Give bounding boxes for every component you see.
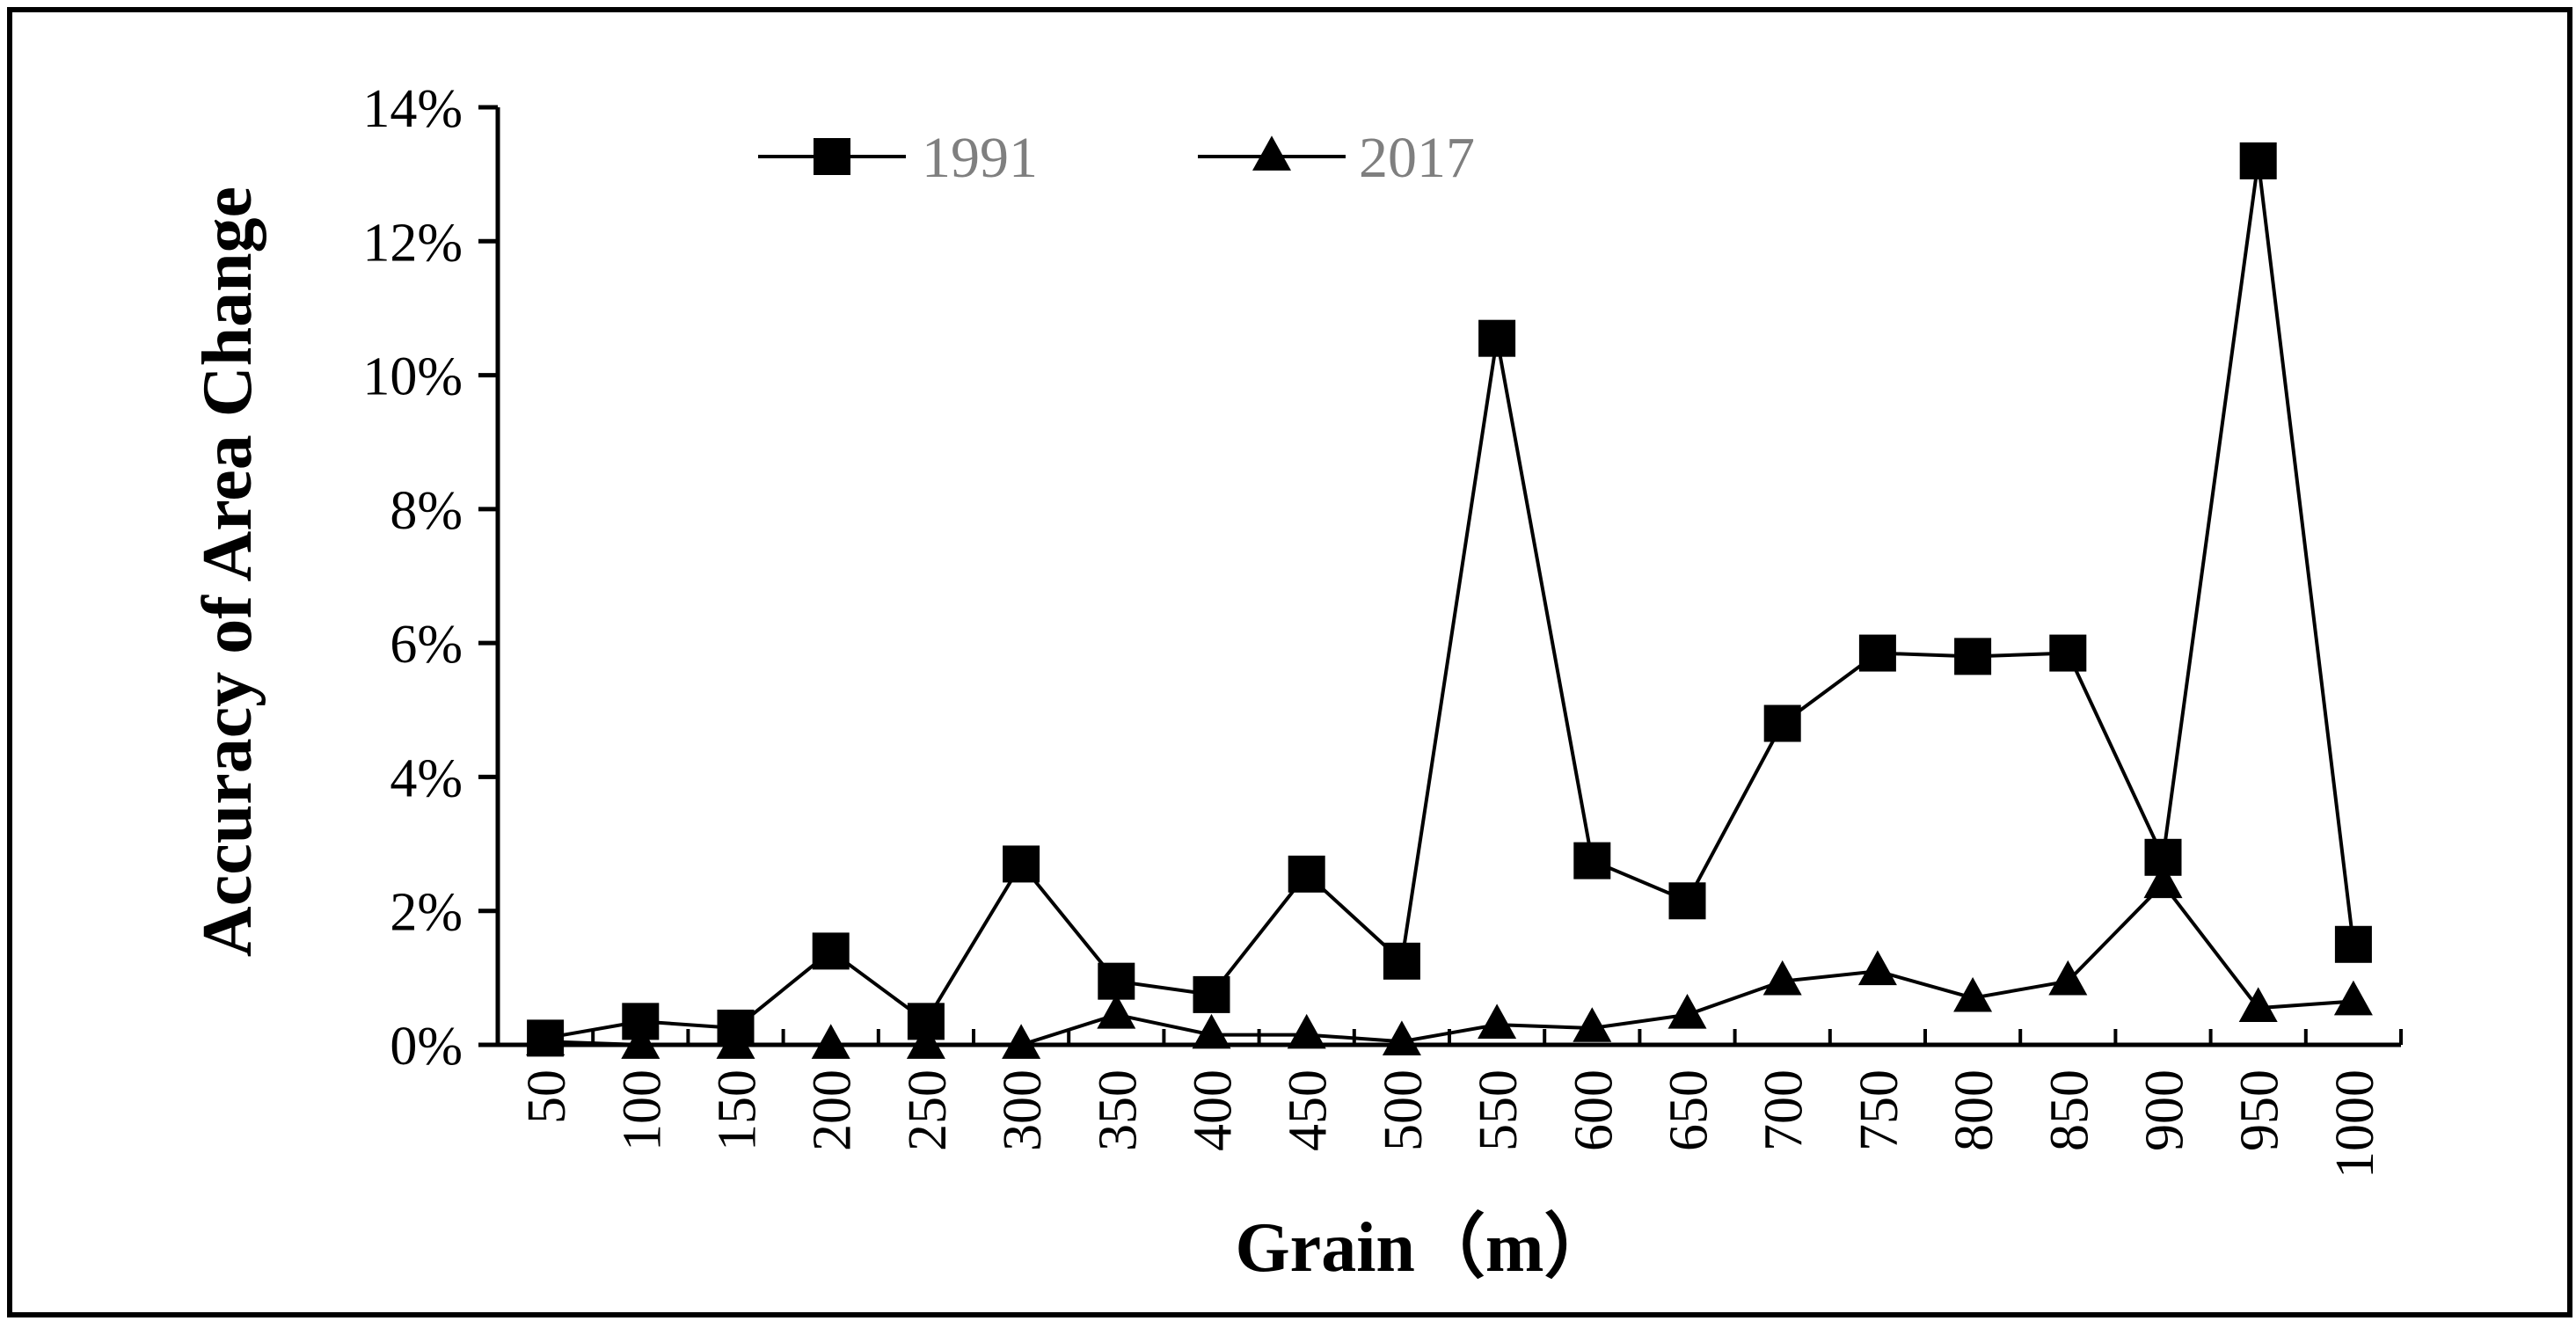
data-point-1991 xyxy=(812,932,850,970)
x-tick-label: 250 xyxy=(898,1069,958,1151)
data-point-2017 xyxy=(1857,950,1897,986)
data-point-1991 xyxy=(1193,975,1230,1013)
data-point-1991 xyxy=(2239,142,2277,179)
data-point-2017 xyxy=(526,1020,566,1056)
y-tick-label: 10% xyxy=(362,347,463,407)
data-point-1991 xyxy=(1098,962,1135,1000)
data-point-2017 xyxy=(2143,863,2183,899)
data-point-1991 xyxy=(1858,634,1896,672)
data-point-1991 xyxy=(2334,925,2372,963)
legend-item-1991: 1991 xyxy=(758,126,1038,190)
data-point-2017 xyxy=(1762,960,1802,996)
y-tick-label: 2% xyxy=(390,883,463,943)
legend-marker-square xyxy=(814,138,850,175)
data-point-2017 xyxy=(716,1024,755,1059)
x-tick-label: 700 xyxy=(1755,1069,1814,1151)
x-tick-label: 850 xyxy=(2040,1069,2099,1151)
data-point-2017 xyxy=(1667,993,1707,1029)
y-axis-ticks: 0% 2% 4% 6% 8% 10% 12% 14% xyxy=(362,79,498,1077)
series-layer xyxy=(526,142,2373,1059)
x-tick-label: 800 xyxy=(1945,1069,2004,1151)
chart-frame xyxy=(7,7,2572,1317)
data-point-2017 xyxy=(2238,987,2278,1022)
data-point-2017 xyxy=(2333,980,2373,1016)
x-tick-label: 1000 xyxy=(2325,1069,2385,1179)
data-point-2017 xyxy=(2048,960,2088,996)
x-tick-label: 600 xyxy=(1564,1069,1624,1151)
data-point-2017 xyxy=(1478,1004,1517,1039)
legend: 1991 2017 xyxy=(758,126,1475,190)
y-tick-label: 0% xyxy=(390,1017,463,1077)
y-tick-label: 6% xyxy=(390,615,463,675)
legend-label: 1991 xyxy=(922,126,1038,190)
x-tick-label: 950 xyxy=(2230,1069,2290,1151)
data-point-2017 xyxy=(1287,1013,1326,1049)
x-tick-label: 350 xyxy=(1088,1069,1148,1151)
data-point-1991 xyxy=(1668,882,1706,920)
data-point-2017 xyxy=(1953,976,1993,1012)
x-tick-label: 100 xyxy=(612,1069,672,1151)
x-tick-label: 900 xyxy=(2135,1069,2195,1151)
data-point-1991 xyxy=(1573,842,1611,879)
y-tick-label: 14% xyxy=(362,79,463,139)
x-tick-label: 200 xyxy=(803,1069,863,1151)
x-tick-label: 500 xyxy=(1374,1069,1434,1151)
y-tick-label: 8% xyxy=(390,481,463,541)
legend-marker-triangle xyxy=(1252,135,1291,171)
x-tick-label: 550 xyxy=(1469,1069,1529,1151)
data-point-2017 xyxy=(1382,1020,1421,1056)
data-point-2017 xyxy=(1573,1007,1612,1042)
x-tick-label: 400 xyxy=(1184,1069,1244,1151)
series-line-2017 xyxy=(545,881,2354,1047)
x-axis-ticks: 50 100 150 200 250 300 350 400 450 500 550 600 650 70… xyxy=(496,1029,2403,1179)
data-point-2017 xyxy=(1192,1013,1231,1049)
x-tick-label: 150 xyxy=(708,1069,768,1151)
axes xyxy=(495,107,2401,1047)
data-point-1991 xyxy=(1954,638,1992,675)
series-line-1991 xyxy=(544,160,2355,1040)
data-point-1991 xyxy=(1383,942,1420,980)
x-tick-label: 300 xyxy=(993,1069,1053,1151)
series-2017 xyxy=(526,863,2373,1059)
x-tick-label: 450 xyxy=(1279,1069,1339,1151)
data-point-1991 xyxy=(1003,845,1040,883)
data-point-2017 xyxy=(1097,993,1136,1029)
data-point-1991 xyxy=(1288,855,1325,893)
data-point-2017 xyxy=(1002,1024,1041,1059)
data-point-2017 xyxy=(621,1024,660,1059)
x-tick-label: 650 xyxy=(1660,1069,1719,1151)
legend-label: 2017 xyxy=(1359,126,1475,190)
data-point-2017 xyxy=(811,1024,850,1059)
y-axis-title: Accuracy of Area Change xyxy=(189,186,266,957)
series-1991 xyxy=(527,142,2372,1057)
data-point-1991 xyxy=(1478,319,1516,357)
data-point-2017 xyxy=(906,1024,945,1059)
x-axis-title: Grain（m） xyxy=(1235,1209,1614,1287)
y-tick-label: 12% xyxy=(362,213,463,273)
y-tick-label: 4% xyxy=(390,748,463,808)
data-point-1991 xyxy=(2049,634,2087,672)
x-tick-label: 50 xyxy=(517,1069,577,1124)
data-point-1991 xyxy=(1763,704,1801,742)
legend-item-2017: 2017 xyxy=(1198,126,1475,190)
x-tick-label: 750 xyxy=(1850,1069,1909,1151)
